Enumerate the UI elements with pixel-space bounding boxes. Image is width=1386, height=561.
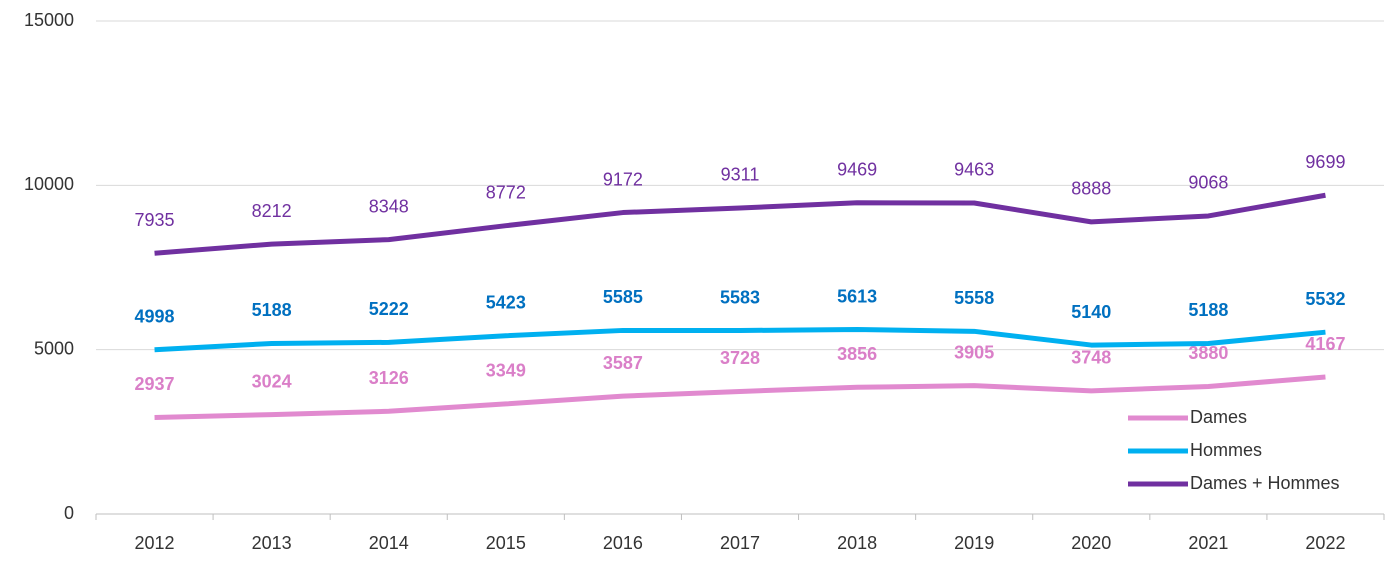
data-label: 3587 bbox=[603, 353, 643, 373]
legend-label: Dames bbox=[1190, 407, 1247, 427]
data-label: 3856 bbox=[837, 344, 877, 364]
data-label: 9469 bbox=[837, 160, 877, 180]
x-tick-label: 2020 bbox=[1071, 533, 1111, 553]
data-label: 5140 bbox=[1071, 302, 1111, 322]
data-label: 3728 bbox=[720, 348, 760, 368]
x-tick-label: 2022 bbox=[1305, 533, 1345, 553]
data-label: 9172 bbox=[603, 169, 643, 189]
data-label: 3905 bbox=[954, 342, 994, 362]
legend-label: Dames + Hommes bbox=[1190, 473, 1340, 493]
data-label: 3748 bbox=[1071, 348, 1111, 368]
data-label: 9068 bbox=[1188, 173, 1228, 193]
y-tick-label: 0 bbox=[64, 503, 74, 523]
x-tick-label: 2017 bbox=[720, 533, 760, 553]
data-label: 4998 bbox=[135, 306, 175, 326]
data-label: 3024 bbox=[252, 371, 292, 391]
data-label: 7935 bbox=[135, 210, 175, 230]
data-label: 5558 bbox=[954, 288, 994, 308]
y-tick-label: 5000 bbox=[34, 338, 74, 358]
x-tick-label: 2018 bbox=[837, 533, 877, 553]
data-label: 9311 bbox=[721, 165, 760, 185]
data-label: 9699 bbox=[1305, 152, 1345, 172]
x-tick-label: 2015 bbox=[486, 533, 526, 553]
data-label: 8348 bbox=[369, 196, 409, 216]
data-label: 3349 bbox=[486, 361, 526, 381]
series-line bbox=[154, 374, 1326, 420]
data-label: 5613 bbox=[837, 286, 877, 306]
data-label: 2937 bbox=[135, 374, 175, 394]
data-label: 9463 bbox=[954, 160, 994, 180]
data-label: 5188 bbox=[252, 300, 292, 320]
data-label: 8888 bbox=[1071, 179, 1111, 199]
y-tick-label: 10000 bbox=[24, 174, 74, 194]
series-line bbox=[154, 192, 1326, 256]
x-tick-label: 2016 bbox=[603, 533, 643, 553]
y-tick-label: 15000 bbox=[24, 10, 74, 30]
x-tick-label: 2019 bbox=[954, 533, 994, 553]
legend-label: Hommes bbox=[1190, 440, 1262, 460]
data-label: 5188 bbox=[1188, 300, 1228, 320]
data-label: 3126 bbox=[369, 368, 409, 388]
data-label: 5423 bbox=[486, 293, 526, 313]
data-label: 5532 bbox=[1305, 289, 1345, 309]
data-label: 3880 bbox=[1188, 343, 1228, 363]
data-label: 5583 bbox=[720, 287, 760, 307]
x-tick-label: 2013 bbox=[252, 533, 292, 553]
data-label: 5585 bbox=[603, 287, 643, 307]
data-label: 4167 bbox=[1305, 334, 1345, 354]
series-line bbox=[154, 327, 1326, 353]
data-label: 8212 bbox=[252, 201, 292, 221]
data-label: 8772 bbox=[486, 182, 526, 202]
x-tick-label: 2012 bbox=[135, 533, 175, 553]
x-tick-label: 2021 bbox=[1188, 533, 1228, 553]
x-tick-label: 2014 bbox=[369, 533, 409, 553]
data-label: 5222 bbox=[369, 299, 409, 319]
